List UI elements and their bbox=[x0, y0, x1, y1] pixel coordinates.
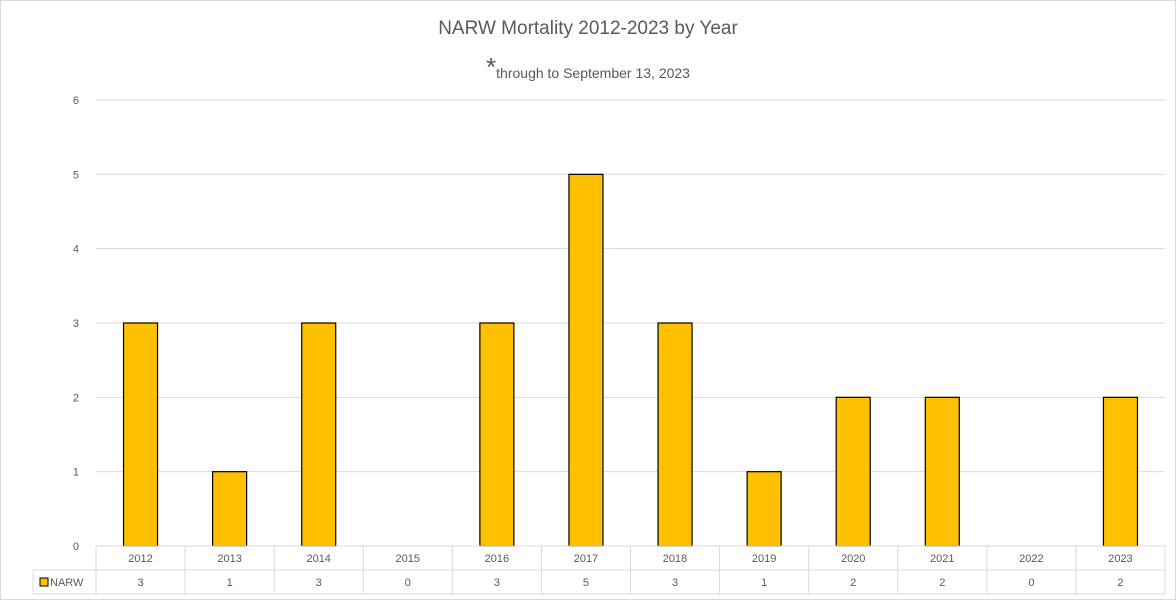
data-table-value: 3 bbox=[137, 577, 143, 589]
bar bbox=[835, 396, 871, 547]
legend-swatch bbox=[39, 577, 49, 587]
subtitle-text: through to September 13, 2023 bbox=[496, 65, 690, 81]
x-category-label: 2015 bbox=[396, 553, 420, 565]
bar bbox=[212, 471, 248, 547]
subtitle-asterisk: * bbox=[486, 52, 497, 82]
data-table-value: 2 bbox=[939, 577, 945, 589]
bar bbox=[301, 322, 337, 547]
x-category-label: 2022 bbox=[1019, 553, 1043, 565]
data-table-value: 2 bbox=[1117, 577, 1123, 589]
x-category-label: 2023 bbox=[1108, 553, 1132, 565]
y-tick-label: 5 bbox=[73, 169, 79, 181]
bar bbox=[122, 322, 159, 547]
y-tick-label: 2 bbox=[73, 392, 79, 404]
data-table-value: 2 bbox=[850, 577, 856, 589]
data-table-value: 5 bbox=[583, 577, 589, 589]
bar bbox=[924, 396, 960, 547]
y-tick-label: 1 bbox=[73, 467, 79, 479]
chart-subtitle: *through to September 13, 2023 bbox=[0, 52, 1176, 83]
y-tick-label: 0 bbox=[73, 541, 79, 553]
bar bbox=[657, 322, 693, 547]
bar bbox=[479, 322, 515, 547]
x-category-label: 2018 bbox=[663, 553, 687, 565]
data-table-value: 0 bbox=[1028, 577, 1034, 589]
x-category-label: 2016 bbox=[485, 553, 509, 565]
x-category-label: 2020 bbox=[841, 553, 865, 565]
x-category-label: 2017 bbox=[574, 553, 598, 565]
y-tick-label: 6 bbox=[73, 95, 79, 107]
data-table-value: 3 bbox=[316, 577, 322, 589]
y-tick-label: 3 bbox=[73, 318, 79, 330]
y-tick-label: 4 bbox=[73, 244, 79, 256]
x-category-label: 2019 bbox=[752, 553, 776, 565]
x-category-label: 2013 bbox=[217, 553, 241, 565]
bar bbox=[746, 471, 782, 547]
chart-title: NARW Mortality 2012-2023 by Year bbox=[438, 18, 738, 39]
data-table-value: 1 bbox=[761, 577, 767, 589]
x-category-label: 2012 bbox=[128, 553, 152, 565]
x-category-label: 2021 bbox=[930, 553, 954, 565]
legend-label: NARW bbox=[50, 577, 84, 589]
data-table-value: 3 bbox=[672, 577, 678, 589]
bar bbox=[1102, 396, 1139, 547]
data-table-value: 3 bbox=[494, 577, 500, 589]
x-category-label: 2014 bbox=[306, 553, 330, 565]
data-table-value: 0 bbox=[405, 577, 411, 589]
data-table-value: 1 bbox=[227, 577, 233, 589]
bar bbox=[568, 173, 604, 547]
